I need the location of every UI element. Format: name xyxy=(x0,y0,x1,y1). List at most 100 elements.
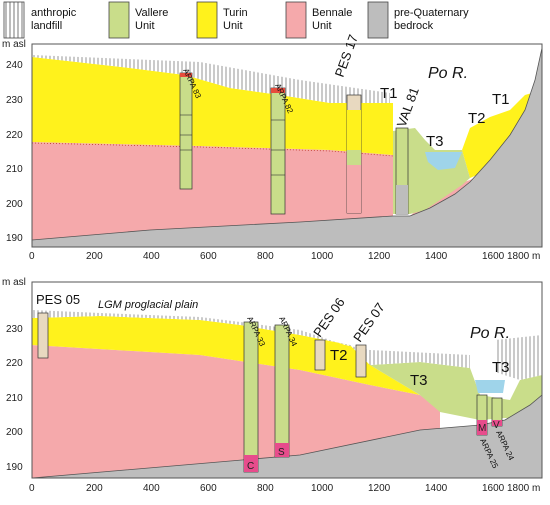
tick-label: 210 xyxy=(6,393,23,404)
turin-unit-area xyxy=(32,57,393,155)
bedrock-area xyxy=(32,47,542,247)
tick-label: 240 xyxy=(6,60,23,71)
legend-label: Unit xyxy=(312,20,332,32)
y-axis-unit: m asl xyxy=(2,39,26,50)
tick-label: 1600 xyxy=(482,483,505,494)
tick-label: 1000 xyxy=(311,483,334,494)
tick-label: 1400 xyxy=(425,483,448,494)
legend-swatch-turin xyxy=(196,1,218,39)
legend-swatch-vallere xyxy=(108,1,130,39)
legend-item-anthropic-landfill: anthropic landfill xyxy=(3,1,77,39)
bennale-upper-boundary xyxy=(32,142,394,157)
river-label: Po R. xyxy=(428,65,468,82)
legend-label: pre-Quaternary xyxy=(394,7,469,19)
legend-item-turin-unit: Turin Unit xyxy=(196,1,248,39)
borehole-pes-05 xyxy=(37,312,49,359)
tick-label: 200 xyxy=(86,483,103,494)
borehole-arpa-34 xyxy=(274,324,290,458)
base-letter: C xyxy=(247,461,254,472)
tick-label: 220 xyxy=(6,358,23,369)
tick-label: 190 xyxy=(6,462,23,473)
river-water xyxy=(475,380,505,393)
borehole-label: PES 07 xyxy=(350,300,388,345)
borehole-arpa-83 xyxy=(179,72,193,190)
base-letter: V xyxy=(493,420,500,431)
section-bottom: m asl 230 220 210 20 xyxy=(2,277,543,494)
tick-label: 190 xyxy=(6,233,23,244)
legend: anthropic landfill Vallere Unit Turin Un… xyxy=(3,1,469,39)
borehole-base-marker xyxy=(244,455,258,472)
borehole-arpa-33 xyxy=(243,321,259,473)
base-letter: M xyxy=(478,423,486,434)
borehole-base-marker xyxy=(492,420,502,426)
legend-item-bennale-unit: Bennale Unit xyxy=(285,1,352,39)
tick-label: 800 xyxy=(257,483,274,494)
bedrock-area xyxy=(32,394,542,478)
legend-label: landfill xyxy=(31,20,62,32)
tick-label: 230 xyxy=(6,324,23,335)
legend-swatch-landfill xyxy=(3,1,25,39)
turin-unit-area xyxy=(32,316,420,395)
tick-label: 210 xyxy=(6,164,23,175)
landfill-area xyxy=(32,55,390,103)
borehole-pes-06 xyxy=(314,339,326,371)
x-axis-bottom: 0 200 400 600 800 1000 1200 1400 1600 18… xyxy=(29,483,540,494)
legend-label: Bennale xyxy=(312,7,352,19)
tick-label: 400 xyxy=(143,483,160,494)
section-top: m asl xyxy=(2,32,543,262)
tick-label: 220 xyxy=(6,130,23,141)
borehole-label: PES 06 xyxy=(310,295,348,340)
terrace-label-t2: T2 xyxy=(330,347,348,364)
river-label: Po R. xyxy=(470,325,510,342)
borehole-pes-07 xyxy=(355,344,367,378)
terrace-label-t3: T3 xyxy=(410,372,428,389)
tick-label: 200 xyxy=(6,199,23,210)
legend-label: Unit xyxy=(223,20,243,32)
legend-label: anthropic xyxy=(31,7,77,19)
tick-label: 200 xyxy=(6,427,23,438)
legend-swatch-bedrock xyxy=(367,1,389,39)
borehole-arpa-82 xyxy=(270,87,286,215)
legend-swatch-bennale xyxy=(285,1,307,39)
terrace-label-t1: T1 xyxy=(492,91,510,108)
tick-label: 0 xyxy=(29,483,35,494)
x-axis-top: 0 200 400 600 800 1000 1200 1400 1600 18… xyxy=(29,251,540,262)
landfill-area-right xyxy=(495,335,542,380)
tick-label: 600 xyxy=(200,483,217,494)
tick-label: 1000 xyxy=(311,251,334,262)
legend-label: Vallere xyxy=(135,7,168,19)
tick-label: 600 xyxy=(200,251,217,262)
borehole-label: PES 05 xyxy=(36,292,80,307)
plain-label: LGM proglacial plain xyxy=(98,299,198,311)
tick-label: 200 xyxy=(86,251,103,262)
bennale-unit-area xyxy=(32,345,440,478)
plot-frame-top xyxy=(31,43,543,248)
terrace-label-t3: T3 xyxy=(492,359,510,376)
vallere-unit-area xyxy=(393,128,470,214)
borehole-label: VAL 81 xyxy=(394,85,422,129)
y-axis-bottom: 230 220 210 200 190 xyxy=(6,324,23,473)
legend-label: Turin xyxy=(223,7,248,19)
y-axis-unit: m asl xyxy=(2,277,26,288)
terrace-label-t2: T2 xyxy=(468,110,486,127)
borehole-label: PES 17 xyxy=(332,32,361,79)
base-letter: S xyxy=(278,447,285,458)
legend-label: bedrock xyxy=(394,20,434,32)
y-axis-top: 240 230 220 210 200 190 xyxy=(6,60,23,244)
legend-item-bedrock: pre-Quaternary bedrock xyxy=(367,1,469,39)
tick-label: 1200 xyxy=(368,483,391,494)
terrace-label-t1: T1 xyxy=(380,85,398,102)
borehole-pes-17 xyxy=(346,94,362,214)
tick-label: 1800 m xyxy=(507,251,540,262)
legend-item-vallere-unit: Vallere Unit xyxy=(108,1,168,39)
tick-label: 800 xyxy=(257,251,274,262)
terrace-label-t3: T3 xyxy=(426,133,444,150)
plot-frame-bottom xyxy=(31,281,543,479)
tick-label: 1200 xyxy=(368,251,391,262)
tick-label: 1600 xyxy=(482,251,505,262)
tick-label: 1400 xyxy=(425,251,448,262)
borehole-val-81 xyxy=(395,127,409,215)
tick-label: 1800 m xyxy=(507,483,540,494)
legend-label: Unit xyxy=(135,20,155,32)
